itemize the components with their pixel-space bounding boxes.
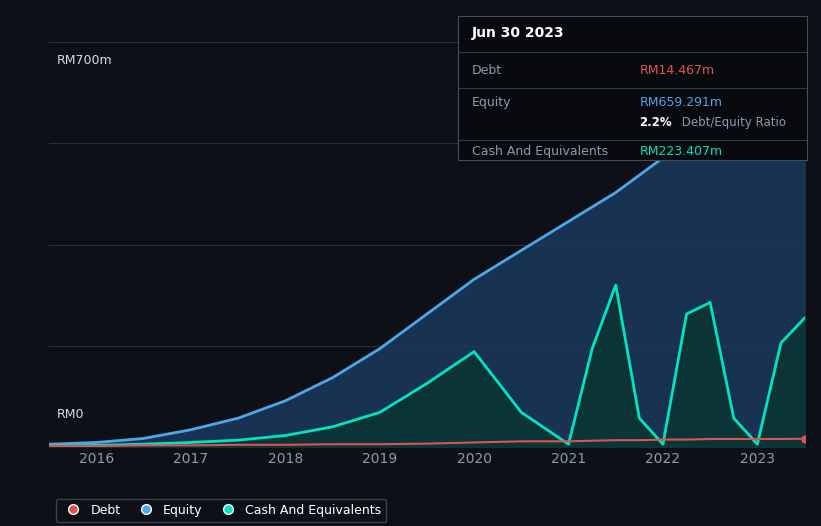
Text: RM0: RM0 (57, 408, 85, 421)
Text: Debt: Debt (472, 64, 502, 77)
Text: Jun 30 2023: Jun 30 2023 (472, 26, 565, 40)
Text: RM700m: RM700m (57, 54, 112, 67)
Text: Equity: Equity (472, 96, 511, 109)
Text: RM223.407m: RM223.407m (640, 145, 722, 158)
Legend: Debt, Equity, Cash And Equivalents: Debt, Equity, Cash And Equivalents (56, 499, 386, 522)
Text: RM14.467m: RM14.467m (640, 64, 715, 77)
Text: Cash And Equivalents: Cash And Equivalents (472, 145, 608, 158)
Text: 2.2%: 2.2% (640, 116, 672, 129)
Text: Debt/Equity Ratio: Debt/Equity Ratio (678, 116, 786, 129)
Text: RM659.291m: RM659.291m (640, 96, 722, 109)
